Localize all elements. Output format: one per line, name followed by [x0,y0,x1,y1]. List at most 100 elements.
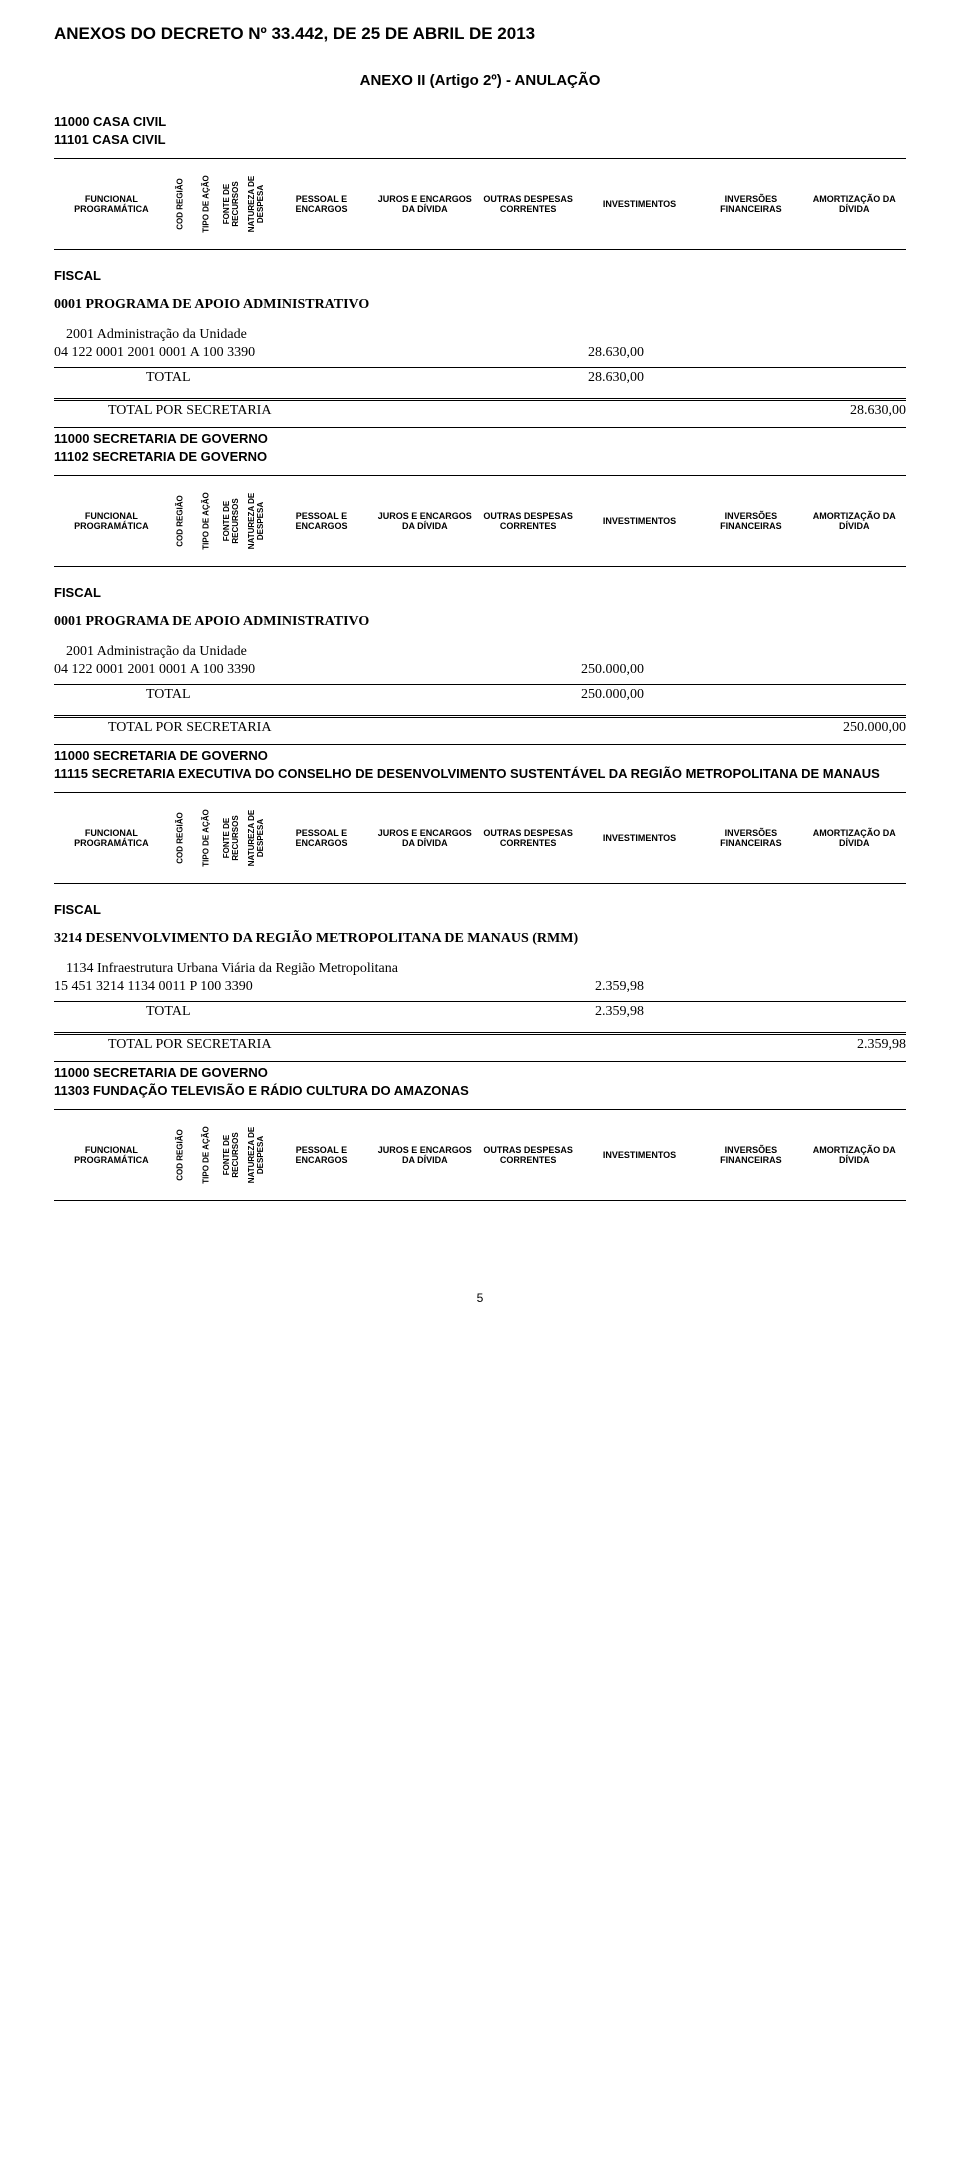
org-block: 11000 SECRETARIA DE GOVERNO 11303 FUNDAÇ… [54,1064,906,1099]
total-row: TOTAL 2.359,98 [54,1004,906,1026]
hdr-outras: OUTRAS DESPESAS CORRENTES [476,159,579,250]
hdr-natureza-de-despesa: NATUREZA DE DESPESA [248,798,266,878]
total-label: TOTAL [146,1004,191,1020]
program-title: 0001 PROGRAMA DE APOIO ADMINISTRATIVO [54,297,906,313]
hdr-natureza-de-despesa: NATUREZA DE DESPESA [248,481,266,561]
rule [54,427,906,428]
hdr-outras: OUTRAS DESPESAS CORRENTES [476,793,579,884]
hdr-natureza-de-despesa: NATUREZA DE DESPESA [248,164,266,244]
hdr-amortizacao: AMORTIZAÇÃO DA DÍVIDA [803,159,906,250]
hdr-pessoal: PESSOAL E ENCARGOS [270,476,373,567]
org-line-2: 11115 SECRETARIA EXECUTIVA DO CONSELHO D… [54,765,906,783]
org-line-1: 11000 SECRETARIA DE GOVERNO [54,430,906,448]
total-row: TOTAL 250.000,00 [54,687,906,709]
org-line-2: 11102 SECRETARIA DE GOVERNO [54,448,906,466]
total-row: TOTAL 28.630,00 [54,370,906,392]
fiscal-label: FISCAL [54,902,906,917]
total-value: 28.630,00 [524,370,644,386]
hdr-fonte-de-recursos: FONTE DE RECURSOS [223,164,241,244]
secretaria-total-row: TOTAL POR SECRETARIA 28.630,00 [54,401,906,425]
page: ANEXOS DO DECRETO Nº 33.442, DE 25 DE AB… [0,0,960,1345]
hdr-juros: JUROS E ENCARGOS DA DÍVIDA [373,476,476,567]
rule [54,398,906,399]
data-row: 15 451 3214 1134 0011 P 100 3390 2.359,9… [54,979,906,999]
hdr-outras: OUTRAS DESPESAS CORRENTES [476,1110,579,1201]
total-label: TOTAL [146,687,191,703]
org-line-1: 11000 CASA CIVIL [54,113,906,131]
rule [54,367,906,368]
hdr-funcional: FUNCIONAL PROGRAMÁTICA [54,1110,169,1201]
activity-desc: 2001 Administração da Unidade [54,644,906,660]
hdr-cod-regiao: COD REGIÃO [177,178,186,230]
code-cell: 04 122 0001 2001 0001 A 100 3390 [54,345,354,361]
total-value: 250.000,00 [524,687,644,703]
hdr-investimentos: INVESTIMENTOS [580,793,699,884]
hdr-pessoal: PESSOAL E ENCARGOS [270,159,373,250]
hdr-tipo-de-acao: TIPO DE AÇÃO [202,810,211,867]
hdr-investimentos: INVESTIMENTOS [580,1110,699,1201]
hdr-cod-regiao: COD REGIÃO [177,1130,186,1182]
total-value: 2.359,98 [524,1004,644,1020]
secretaria-total-label: TOTAL POR SECRETARIA [108,720,271,736]
data-row: 04 122 0001 2001 0001 A 100 3390 28.630,… [54,345,906,365]
org-line-1: 11000 SECRETARIA DE GOVERNO [54,1064,906,1082]
hdr-cod-regiao: COD REGIÃO [177,495,186,547]
column-header-table: FUNCIONAL PROGRAMÁTICA COD REGIÃO TIPO D… [54,792,906,884]
hdr-outras: OUTRAS DESPESAS CORRENTES [476,476,579,567]
rule [54,684,906,685]
rule [54,1001,906,1002]
hdr-pessoal: PESSOAL E ENCARGOS [270,1110,373,1201]
hdr-tipo-de-acao: TIPO DE AÇÃO [202,492,211,549]
value-cell: 28.630,00 [524,345,644,361]
hdr-tipo-de-acao: TIPO DE AÇÃO [202,175,211,232]
secretaria-total-row: TOTAL POR SECRETARIA 250.000,00 [54,718,906,742]
page-number: 5 [54,1291,906,1305]
hdr-fonte-de-recursos: FONTE DE RECURSOS [223,481,241,561]
hdr-amortizacao: AMORTIZAÇÃO DA DÍVIDA [803,1110,906,1201]
rule [54,744,906,745]
secretaria-total-value: 2.359,98 [786,1037,906,1053]
doc-title: ANEXOS DO DECRETO Nº 33.442, DE 25 DE AB… [54,24,906,44]
hdr-inversoes: INVERSÕES FINANCEIRAS [699,1110,802,1201]
activity-desc: 2001 Administração da Unidade [54,327,906,343]
secretaria-total-label: TOTAL POR SECRETARIA [108,1037,271,1053]
anexo-subtitle: ANEXO II (Artigo 2º) - ANULAÇÃO [54,72,906,89]
org-line-1: 11000 SECRETARIA DE GOVERNO [54,747,906,765]
hdr-inversoes: INVERSÕES FINANCEIRAS [699,476,802,567]
hdr-fonte-de-recursos: FONTE DE RECURSOS [223,798,241,878]
value-cell: 250.000,00 [524,662,644,678]
hdr-juros: JUROS E ENCARGOS DA DÍVIDA [373,159,476,250]
rule [54,1032,906,1033]
hdr-juros: JUROS E ENCARGOS DA DÍVIDA [373,793,476,884]
hdr-amortizacao: AMORTIZAÇÃO DA DÍVIDA [803,476,906,567]
secretaria-total-value: 250.000,00 [786,720,906,736]
code-cell: 15 451 3214 1134 0011 P 100 3390 [54,979,354,995]
code-cell: 04 122 0001 2001 0001 A 100 3390 [54,662,354,678]
program-title: 0001 PROGRAMA DE APOIO ADMINISTRATIVO [54,614,906,630]
fiscal-label: FISCAL [54,585,906,600]
secretaria-total-value: 28.630,00 [786,403,906,419]
org-block: 11000 CASA CIVIL 11101 CASA CIVIL [54,113,906,148]
secretaria-total-row: TOTAL POR SECRETARIA 2.359,98 [54,1035,906,1059]
program-title: 3214 DESENVOLVIMENTO DA REGIÃO METROPOLI… [54,931,906,947]
hdr-inversoes: INVERSÕES FINANCEIRAS [699,793,802,884]
hdr-funcional: FUNCIONAL PROGRAMÁTICA [54,476,169,567]
total-label: TOTAL [146,370,191,386]
hdr-cod-regiao: COD REGIÃO [177,813,186,865]
secretaria-total-label: TOTAL POR SECRETARIA [108,403,271,419]
hdr-investimentos: INVESTIMENTOS [580,476,699,567]
hdr-investimentos: INVESTIMENTOS [580,159,699,250]
org-line-2: 11101 CASA CIVIL [54,131,906,149]
hdr-tipo-de-acao: TIPO DE AÇÃO [202,1127,211,1184]
data-row: 04 122 0001 2001 0001 A 100 3390 250.000… [54,662,906,682]
activity-desc: 1134 Infraestrutura Urbana Viária da Reg… [54,961,906,977]
hdr-fonte-de-recursos: FONTE DE RECURSOS [223,1115,241,1195]
value-cell: 2.359,98 [524,979,644,995]
column-header-table: FUNCIONAL PROGRAMÁTICA COD REGIÃO TIPO D… [54,158,906,250]
hdr-funcional: FUNCIONAL PROGRAMÁTICA [54,793,169,884]
rule [54,1061,906,1062]
hdr-juros: JUROS E ENCARGOS DA DÍVIDA [373,1110,476,1201]
column-header-table: FUNCIONAL PROGRAMÁTICA COD REGIÃO TIPO D… [54,1109,906,1201]
fiscal-label: FISCAL [54,268,906,283]
hdr-inversoes: INVERSÕES FINANCEIRAS [699,159,802,250]
